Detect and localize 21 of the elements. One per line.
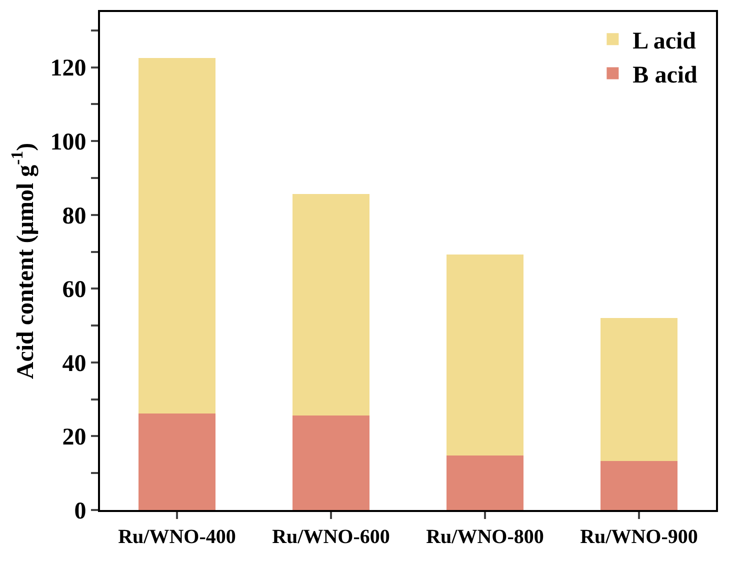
bar <box>446 254 524 456</box>
y-tick-label: 40 <box>62 350 86 377</box>
bar <box>600 318 678 461</box>
y-tick-label: 0 <box>74 498 86 524</box>
bar <box>138 414 216 510</box>
bar <box>138 58 216 414</box>
y-tick-label: 100 <box>50 130 86 156</box>
legend-label: B acid <box>632 62 698 89</box>
y-tick-label: 60 <box>62 277 86 304</box>
bar <box>600 460 678 510</box>
legend-label: L acid <box>632 28 697 54</box>
y-tick-label: 20 <box>62 424 86 451</box>
bar <box>292 194 370 416</box>
bar <box>292 416 370 510</box>
x-tick-label: Ru/WNO-400 <box>118 526 236 548</box>
x-tick-label: Ru/WNO-800 <box>426 526 544 548</box>
x-tick-label: Ru/WNO-600 <box>272 526 390 548</box>
bar <box>446 455 524 510</box>
y-tick-label: 80 <box>62 203 86 230</box>
x-tick-label: Ru/WNO-900 <box>580 526 698 548</box>
y-tick-label: 120 <box>50 56 86 82</box>
